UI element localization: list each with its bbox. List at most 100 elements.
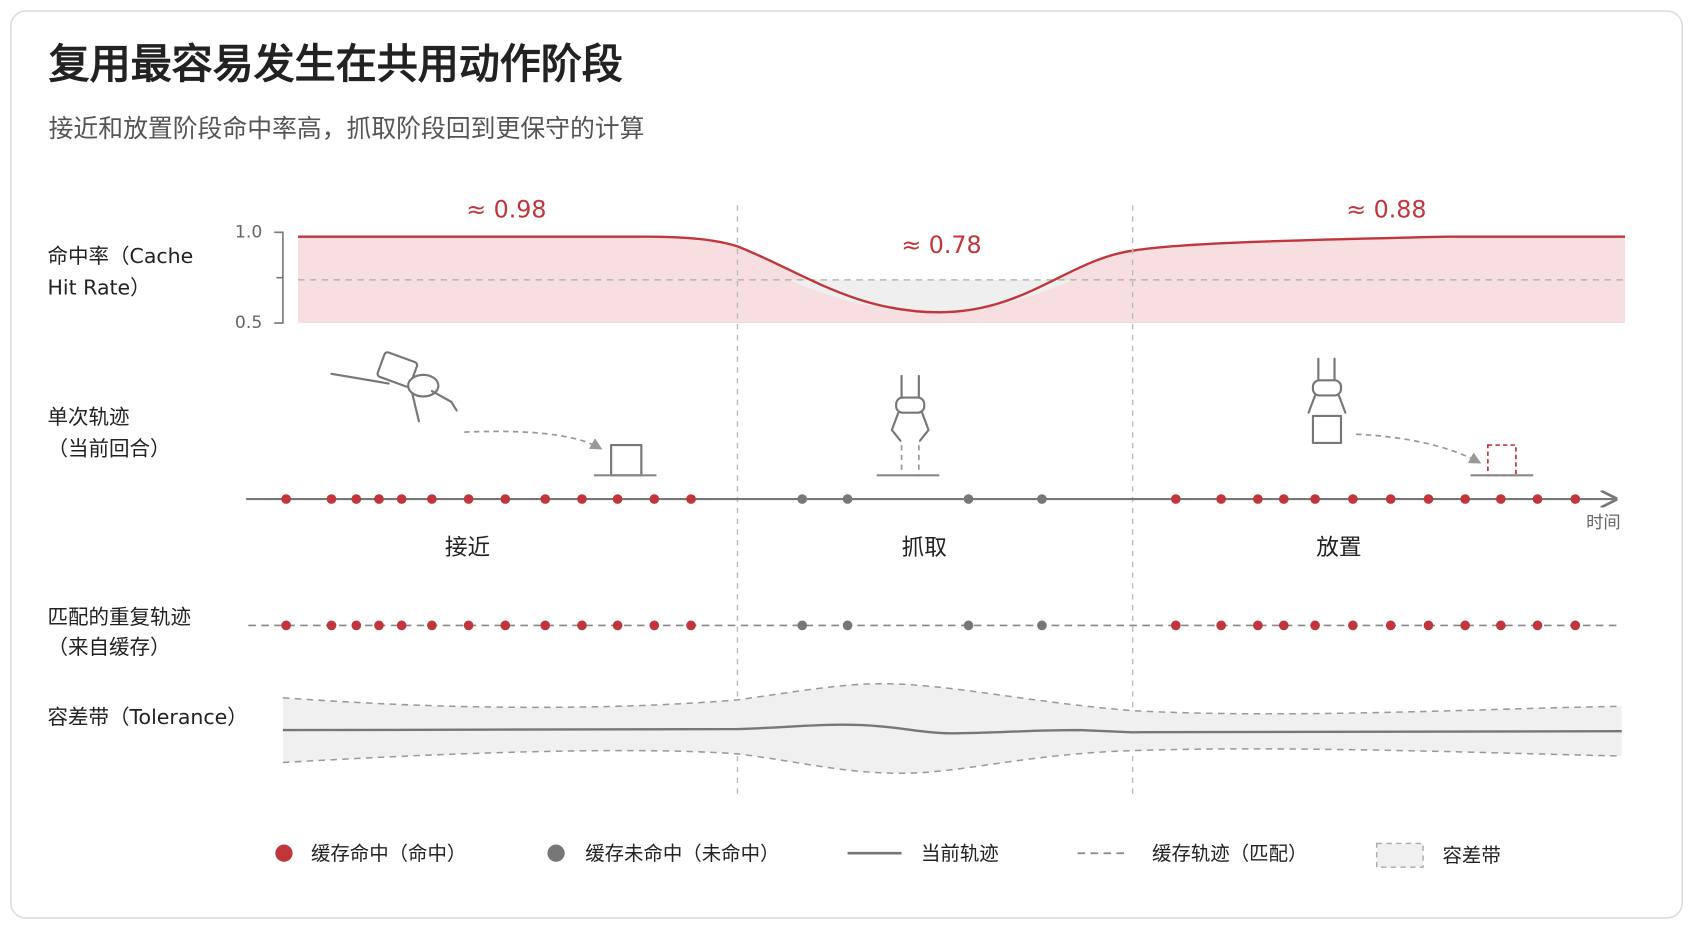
cached-dots bbox=[281, 620, 1581, 631]
time-label: 时间 bbox=[1586, 513, 1621, 533]
approach-icon-part bbox=[610, 443, 643, 477]
hit-dot bbox=[351, 494, 362, 504]
hit-dot bbox=[500, 620, 511, 631]
tick-label: 1.0 bbox=[235, 222, 262, 242]
miss-area bbox=[788, 279, 1075, 313]
phase-label: 抓取 bbox=[902, 535, 947, 561]
hit-rate-area bbox=[298, 236, 1625, 324]
hit-dot bbox=[1278, 620, 1289, 631]
legend: 缓存命中（命中） 缓存未命中（未命中） 当前轨迹 缓存轨迹（匹配） 容差带 bbox=[275, 842, 1501, 868]
hit-dot bbox=[1385, 620, 1396, 631]
hit-dot bbox=[1310, 494, 1320, 504]
hit-dot bbox=[374, 620, 384, 631]
hit-dot bbox=[612, 620, 623, 631]
hit-dot bbox=[1348, 620, 1358, 631]
hit-dot bbox=[1570, 620, 1581, 631]
hit-dot bbox=[540, 620, 551, 631]
hit-rate-curve bbox=[298, 235, 1625, 314]
row-label: （当前回合） bbox=[48, 436, 171, 460]
hit-dot bbox=[1170, 620, 1181, 631]
annotation: ≈ 0.98 bbox=[466, 195, 546, 223]
approach-icon bbox=[330, 351, 657, 477]
hit-dot bbox=[1495, 620, 1506, 631]
hit-dot bbox=[1310, 620, 1320, 631]
grasp-icon bbox=[876, 374, 940, 477]
phase-label: 放置 bbox=[1316, 535, 1361, 561]
hit-dot bbox=[1532, 494, 1543, 504]
hit-dot bbox=[540, 494, 551, 504]
miss-dot bbox=[1037, 494, 1047, 504]
place-icon-part bbox=[1307, 394, 1347, 414]
hit-dot bbox=[396, 620, 407, 631]
hit-dot bbox=[500, 494, 511, 504]
hit-dot bbox=[1278, 494, 1289, 504]
grasp-icon-part bbox=[900, 445, 920, 476]
hit-dot bbox=[427, 494, 437, 504]
tolerance-band-part bbox=[282, 682, 1622, 715]
hit-dot bbox=[1570, 494, 1581, 504]
hit-dot bbox=[577, 494, 587, 504]
tolerance-band-part bbox=[282, 723, 1622, 735]
place-icon-part bbox=[1311, 379, 1343, 397]
annotation: ≈ 0.78 bbox=[901, 231, 981, 259]
legend-label: 容差带 bbox=[1443, 844, 1501, 867]
place-icon-part bbox=[1317, 357, 1336, 382]
grasp-icon-part bbox=[900, 374, 920, 399]
miss-dot bbox=[963, 494, 974, 504]
tick-label: 0.5 bbox=[235, 313, 262, 333]
grasp-icon-part bbox=[895, 396, 926, 414]
hit-dot bbox=[649, 494, 660, 504]
hit-dot bbox=[1532, 620, 1543, 631]
miss-dot bbox=[963, 620, 974, 631]
tolerance-band-part bbox=[282, 683, 1622, 774]
legend-part bbox=[1375, 842, 1424, 868]
miss-dot bbox=[842, 494, 853, 504]
hit-dot bbox=[1460, 494, 1471, 504]
hit-dot bbox=[612, 494, 623, 504]
hit-dot bbox=[1423, 620, 1434, 631]
row-label: 容差带（Tolerance） bbox=[48, 705, 248, 729]
hit-dot bbox=[1460, 620, 1471, 631]
hit-dot bbox=[1216, 494, 1227, 504]
axis-label: Hit Rate） bbox=[48, 276, 151, 300]
hit-dot bbox=[1495, 494, 1506, 504]
miss-dot bbox=[797, 620, 808, 631]
place-icon-part bbox=[1311, 414, 1343, 444]
grasp-icon-part bbox=[890, 411, 930, 442]
hit-dot bbox=[577, 620, 587, 631]
hit-dot bbox=[1170, 494, 1181, 504]
card bbox=[9, 10, 1684, 919]
hit-dot bbox=[281, 620, 291, 631]
legend-part bbox=[547, 844, 565, 862]
miss-dot bbox=[797, 494, 808, 504]
hit-dot bbox=[326, 620, 337, 631]
phase-label: 接近 bbox=[445, 535, 490, 561]
legend-part bbox=[275, 844, 293, 862]
hit-dot bbox=[1253, 494, 1263, 504]
title: 复用最容易发生在共用动作阶段 bbox=[49, 40, 623, 88]
axis-label: 命中率（Cache bbox=[48, 244, 194, 268]
hit-rate-panel: 命中率（Cache Hit Rate） 1.0 0.5 ≈ 0.98 ≈ 0.7… bbox=[48, 195, 1625, 333]
hit-dot bbox=[374, 494, 384, 504]
row-label: 单次轨迹 bbox=[48, 405, 130, 429]
hit-dot bbox=[463, 620, 474, 631]
tolerance-band bbox=[282, 682, 1622, 775]
approach-icon-part bbox=[464, 430, 603, 450]
legend-label: 缓存轨迹（匹配） bbox=[1152, 842, 1307, 865]
approach-icon-part bbox=[330, 372, 390, 385]
hit-dot bbox=[1385, 494, 1396, 504]
row-label: （来自缓存） bbox=[48, 635, 171, 659]
hit-dot bbox=[281, 494, 291, 504]
approach-icon-part bbox=[376, 351, 419, 388]
hit-dot bbox=[686, 494, 696, 504]
current-dots bbox=[281, 494, 1581, 504]
annotation: ≈ 0.88 bbox=[1346, 195, 1426, 223]
approach-icon-part bbox=[411, 389, 458, 423]
place-icon bbox=[1307, 357, 1534, 477]
hit-dot bbox=[326, 494, 337, 504]
tolerance-band-part bbox=[282, 748, 1622, 775]
hit-dot bbox=[1253, 620, 1263, 631]
